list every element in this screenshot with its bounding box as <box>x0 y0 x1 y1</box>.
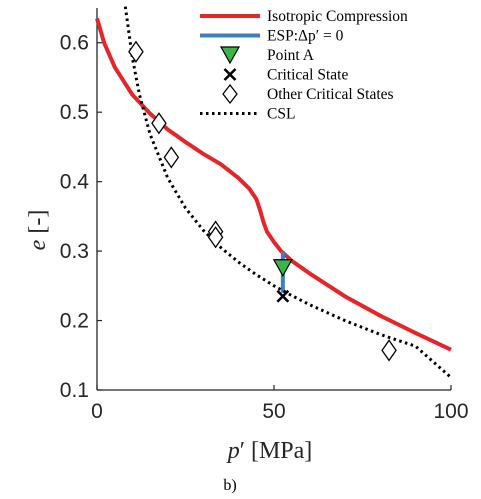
other-critical-state-marker <box>207 226 224 249</box>
y-axis-label: e [-] <box>25 210 51 251</box>
x-axis-label-var: p <box>226 438 240 464</box>
y-tick-label: 0.5 <box>60 101 89 124</box>
markers-layer <box>128 40 397 362</box>
other-critical-state-marker <box>128 40 144 63</box>
x-axis-label: p′ [MPa] <box>226 438 313 464</box>
y-tick-label: 0.6 <box>60 32 89 55</box>
legend-swatch <box>222 83 238 105</box>
y-tick-label: 0.3 <box>60 240 89 263</box>
critical-state-marker <box>276 289 290 303</box>
y-tick-label: 0.4 <box>60 171 90 194</box>
legend-item-esp-p-0: ESP:Δp′ = 0 <box>200 28 344 45</box>
legend-item-point-a: Point A <box>219 46 315 65</box>
x-ticks: 0 50 100 <box>91 385 469 423</box>
legend-item-critical-state: Critical State <box>223 67 348 84</box>
other-critical-state-marker <box>163 146 180 169</box>
other-critical-state-marker <box>151 112 167 135</box>
series-csl <box>123 6 452 379</box>
legend-item-isotropic-compression: Isotropic Compression <box>200 8 408 25</box>
y-tick-label: 0.1 <box>60 379 89 402</box>
legend-label: Point A <box>267 47 315 64</box>
legend-swatch <box>219 46 241 65</box>
legend-label: Isotropic Compression <box>267 8 408 25</box>
legend-label: Critical State <box>267 67 348 84</box>
legend-label: ESP:Δp′ = 0 <box>267 28 344 45</box>
y-axis-label-unit: [-] <box>25 210 51 234</box>
point-a-marker <box>272 259 293 277</box>
other-critical-state-marker <box>381 339 397 362</box>
legend: Isotropic Compression ESP:Δp′ = 0 Point A C… <box>200 8 408 123</box>
x-tick-label: 0 <box>91 400 103 423</box>
legend-swatch <box>223 68 237 81</box>
legend-label: Other Critical States <box>267 86 394 103</box>
legend-label: CSL <box>267 106 295 123</box>
y-tick-label: 0.2 <box>60 310 89 333</box>
x-tick-label: 50 <box>262 400 285 423</box>
y-axis-label-var: e <box>25 239 51 250</box>
x-axis-label-prime: ′ <box>240 438 245 464</box>
legend-item-csl: CSL <box>200 106 295 123</box>
figure-caption: b) <box>223 477 236 494</box>
legend-item-other-critical-states: Other Critical States <box>222 83 394 105</box>
x-axis-label-unit: [MPa] <box>251 438 312 464</box>
plot-area: 0 50 100 0.1 0.2 0.3 0.4 0.5 0.6 <box>60 6 469 423</box>
x-tick-label: 100 <box>433 400 468 423</box>
y-ticks: 0.1 0.2 0.3 0.4 0.5 0.6 <box>60 32 102 402</box>
